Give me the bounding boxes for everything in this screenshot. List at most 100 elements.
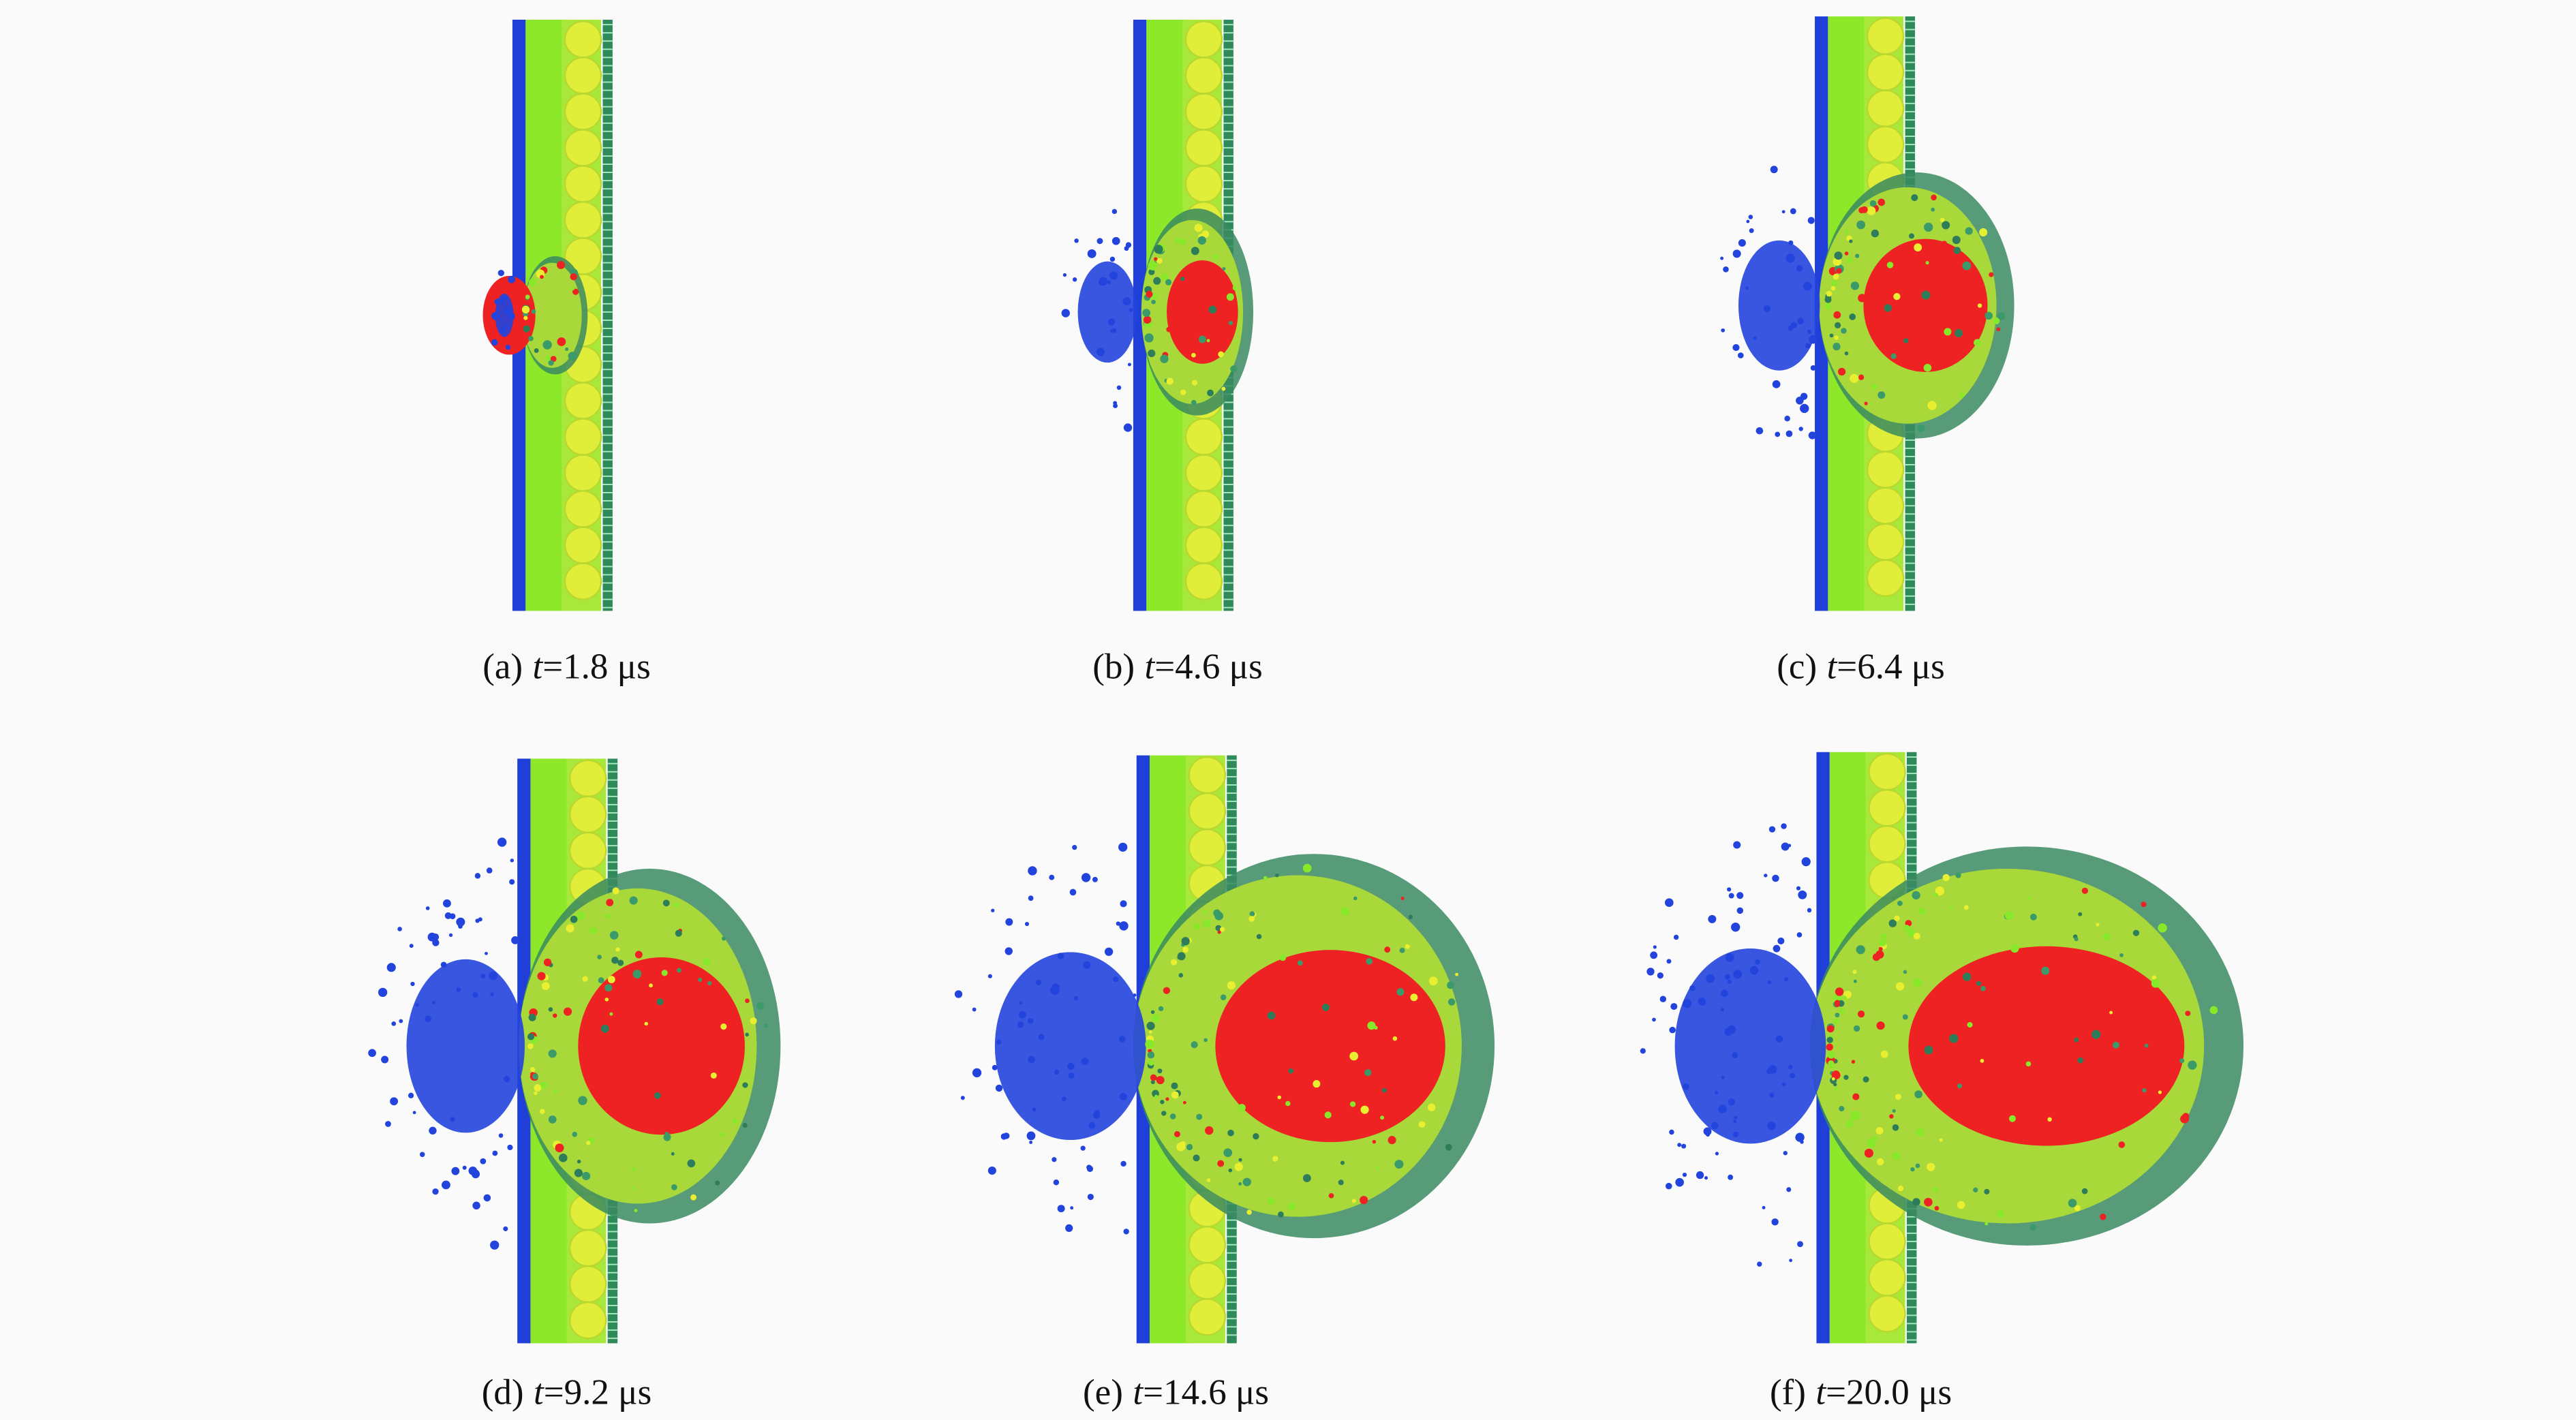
- debris: [1364, 1069, 1372, 1077]
- sphere: [1184, 562, 1223, 600]
- debris: [1973, 1187, 1978, 1193]
- debris: [1683, 1083, 1689, 1090]
- debris: [1703, 1127, 1712, 1136]
- debris: [1852, 970, 1857, 974]
- debris: [2078, 912, 2083, 916]
- debris: [1113, 976, 1119, 983]
- debris: [2118, 1141, 2126, 1148]
- debris: [1392, 1036, 1398, 1041]
- debris: [1151, 293, 1159, 300]
- debris: [1777, 937, 1785, 944]
- debris: [597, 955, 602, 959]
- debris: [432, 1000, 436, 1004]
- debris: [532, 1073, 538, 1080]
- debris: [1696, 1171, 1704, 1179]
- debris: [1858, 294, 1867, 303]
- debris: [1864, 1148, 1874, 1158]
- debris: [1683, 999, 1692, 1008]
- debris: [557, 261, 566, 269]
- sphere: [569, 1301, 607, 1340]
- debris: [1925, 261, 1929, 265]
- debris: [508, 275, 516, 283]
- debris: [2047, 1117, 2052, 1122]
- debris: [1120, 1160, 1126, 1167]
- sphere: [1866, 450, 1905, 489]
- debris: [548, 360, 554, 366]
- debris: [1646, 968, 1655, 976]
- debris: [742, 1082, 748, 1088]
- debris: [1826, 1036, 1833, 1043]
- debris: [2209, 1006, 2218, 1015]
- debris: [1107, 318, 1116, 326]
- debris: [1934, 893, 1938, 897]
- debris: [1733, 970, 1743, 979]
- debris: [1180, 238, 1186, 245]
- debris: [534, 348, 539, 354]
- debris: [606, 899, 614, 907]
- debris: [1835, 987, 1844, 996]
- debris: [1153, 277, 1161, 285]
- debris: [1775, 431, 1781, 437]
- sphere: [1866, 53, 1905, 91]
- debris: [1833, 342, 1841, 351]
- sphere: [1868, 1259, 1906, 1297]
- debris: [1182, 1100, 1186, 1105]
- debris: [1853, 1025, 1860, 1032]
- debris: [539, 1109, 545, 1115]
- debris: [1944, 328, 1952, 336]
- debris: [545, 355, 551, 361]
- debris: [1835, 1013, 1840, 1018]
- debris: [1171, 1136, 1176, 1141]
- caption-label: (b): [1092, 647, 1135, 686]
- debris: [440, 961, 447, 968]
- debris: [397, 927, 402, 931]
- debris: [698, 978, 703, 982]
- debris: [1081, 873, 1091, 882]
- debris: [1921, 290, 1931, 300]
- debris: [1353, 896, 1358, 901]
- debris: [1160, 354, 1169, 363]
- debris: [634, 1209, 638, 1213]
- debris: [1165, 1097, 1169, 1101]
- debris: [1226, 293, 1234, 301]
- debris: [1845, 229, 1850, 234]
- debris: [1939, 1138, 1943, 1142]
- debris: [589, 927, 597, 935]
- debris: [1833, 273, 1839, 280]
- debris: [1123, 423, 1133, 432]
- debris: [1049, 874, 1055, 880]
- debris: [2027, 896, 2032, 900]
- debris: [733, 1119, 738, 1124]
- debris: [1186, 1143, 1193, 1151]
- debris: [530, 1067, 536, 1072]
- debris: [472, 1201, 480, 1210]
- debris: [1203, 919, 1211, 928]
- debris: [456, 917, 465, 927]
- red-core: [1167, 260, 1238, 364]
- debris: [1227, 1129, 1234, 1137]
- debris: [1858, 374, 1865, 380]
- debris: [1072, 277, 1077, 282]
- debris: [1798, 427, 1803, 431]
- sphere: [1188, 756, 1227, 794]
- debris: [507, 1144, 513, 1151]
- caption-time: =20.0 μs: [1826, 1373, 1952, 1413]
- debris: [721, 936, 726, 941]
- debris: [548, 1007, 553, 1012]
- debris: [1125, 242, 1132, 248]
- debris: [1997, 312, 2006, 320]
- debris: [1182, 946, 1189, 953]
- debris: [1029, 1141, 1033, 1144]
- debris: [534, 1084, 542, 1092]
- debris: [2077, 1057, 2084, 1064]
- debris: [385, 1121, 391, 1127]
- debris: [1116, 385, 1122, 390]
- debris: [1763, 305, 1771, 313]
- debris: [1957, 1201, 1965, 1209]
- debris: [1302, 863, 1312, 873]
- debris: [1736, 892, 1744, 899]
- debris: [1984, 1188, 1990, 1194]
- debris: [570, 915, 578, 923]
- debris: [1174, 1131, 1180, 1138]
- debris: [1152, 1014, 1160, 1023]
